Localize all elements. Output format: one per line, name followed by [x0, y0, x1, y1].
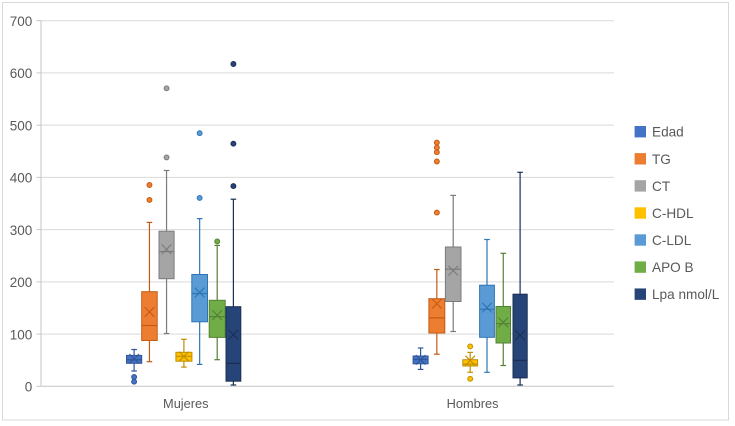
svg-text:C-LDL: C-LDL: [652, 233, 692, 248]
svg-text:300: 300: [10, 223, 33, 238]
svg-text:0: 0: [25, 380, 33, 395]
svg-text:700: 700: [10, 14, 33, 29]
svg-text:100: 100: [10, 327, 33, 342]
svg-text:200: 200: [10, 275, 33, 290]
svg-text:C-HDL: C-HDL: [652, 206, 694, 221]
svg-text:Lpa nmol/L: Lpa nmol/L: [652, 287, 720, 302]
svg-text:Hombres: Hombres: [447, 396, 499, 411]
svg-text:500: 500: [10, 118, 33, 133]
svg-text:TG: TG: [652, 152, 671, 167]
svg-text:400: 400: [10, 171, 33, 186]
svg-text:CT: CT: [652, 179, 670, 194]
svg-text:APO B: APO B: [652, 260, 694, 275]
svg-text:Mujeres: Mujeres: [163, 396, 209, 411]
svg-text:Edad: Edad: [652, 125, 684, 140]
svg-text:600: 600: [10, 66, 33, 81]
